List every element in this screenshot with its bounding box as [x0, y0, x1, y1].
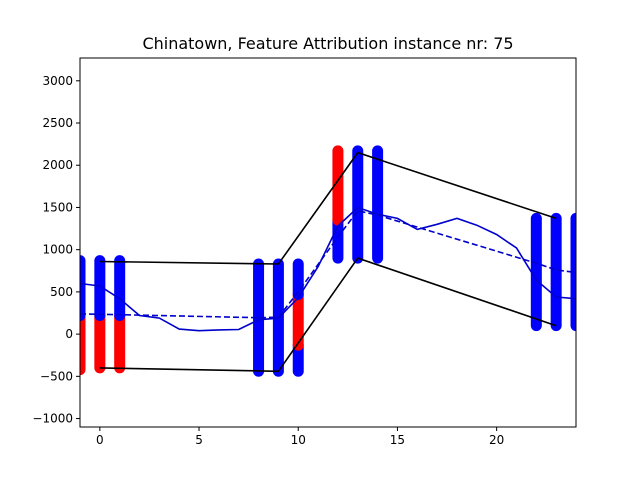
- series-lines: [80, 151, 576, 373]
- y-axis: −1000 −500 0 500 1000 1500 2000 2500 3000: [32, 74, 80, 426]
- series-line: [99, 151, 557, 265]
- x-tick-label: 10: [291, 433, 306, 447]
- chart-title: Chinatown, Feature Attribution instance …: [142, 34, 513, 53]
- y-tick-label: 2500: [42, 116, 73, 130]
- x-tick-label: 20: [489, 433, 504, 447]
- plot-frame: [79, 57, 577, 428]
- x-tick-label: 0: [96, 433, 104, 447]
- y-tick-label: 3000: [42, 74, 73, 88]
- y-tick-label: −1000: [32, 412, 73, 426]
- x-tick-label: 5: [195, 433, 203, 447]
- series-line: [80, 206, 576, 332]
- y-tick-label: 1500: [42, 200, 73, 214]
- y-tick-label: −500: [40, 369, 73, 383]
- x-tick-label: 15: [390, 433, 405, 447]
- series-line: [80, 209, 576, 319]
- y-tick-label: 1000: [42, 243, 73, 257]
- y-tick-label: 500: [50, 285, 73, 299]
- series-line: [99, 257, 557, 373]
- y-tick-label: 2000: [42, 158, 73, 172]
- attribution-bars: [80, 145, 576, 377]
- y-tick-label: 0: [65, 327, 73, 341]
- x-axis: 0 5 10 15 20: [96, 427, 504, 447]
